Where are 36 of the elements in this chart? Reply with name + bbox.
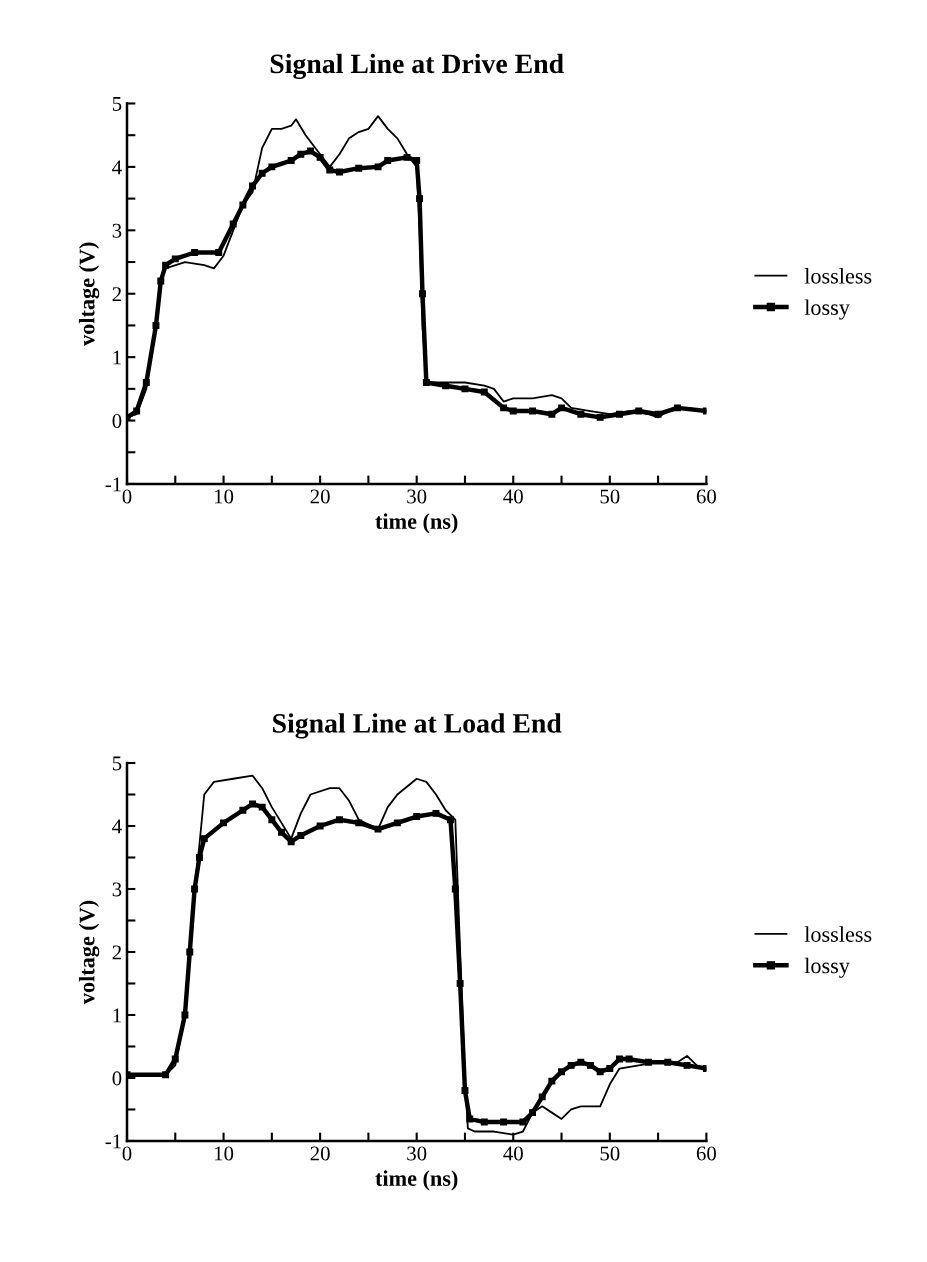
- y-tick-label: 5: [112, 97, 122, 111]
- y-tick-label: 0: [112, 1071, 122, 1086]
- x-tick-label: 30: [407, 489, 427, 504]
- x-axis-title: time (ns): [375, 513, 458, 534]
- x-tick-label: 60: [696, 489, 716, 504]
- x-axis-title: time (ns): [375, 1170, 458, 1191]
- chart-title: Signal Line at Drive End: [270, 53, 564, 80]
- y-tick-label: 1: [113, 1008, 121, 1023]
- y-tick-label: -1: [105, 1134, 121, 1149]
- y-axis-title: voltage (V): [78, 242, 100, 346]
- y-tick-label: 2: [112, 945, 121, 960]
- y-tick-label: 1: [113, 350, 121, 365]
- x-tick-label: 20: [310, 489, 330, 504]
- y-tick-label: 4: [112, 160, 122, 175]
- x-tick-label: 40: [503, 489, 523, 504]
- y-tick-label: 3: [112, 223, 122, 238]
- legend-label: lossless: [804, 267, 872, 284]
- y-tick-label: 2: [112, 287, 121, 301]
- x-tick-label: 30: [407, 1146, 427, 1161]
- x-tick-label: 50: [600, 489, 620, 504]
- x-tick-label: 10: [214, 1146, 234, 1161]
- x-tick-label: 20: [310, 1146, 330, 1161]
- x-tick-label: 50: [600, 1146, 620, 1161]
- y-tick-label: -1: [105, 477, 121, 492]
- y-tick-label: 0: [112, 413, 122, 428]
- x-tick-label: 10: [214, 489, 234, 504]
- y-tick-label: 3: [112, 882, 122, 897]
- y-tick-label: 4: [112, 819, 122, 834]
- y-tick-label: 5: [112, 756, 122, 771]
- x-tick-label: 60: [696, 1146, 716, 1161]
- legend-label: lossless: [804, 926, 872, 942]
- legend-label: lossy: [804, 299, 850, 320]
- y-axis-title: voltage (V): [78, 900, 100, 1005]
- chart-title: Signal Line at Load End: [273, 713, 562, 739]
- x-tick-label: 40: [503, 1146, 523, 1161]
- legend-label: lossy: [804, 957, 850, 978]
